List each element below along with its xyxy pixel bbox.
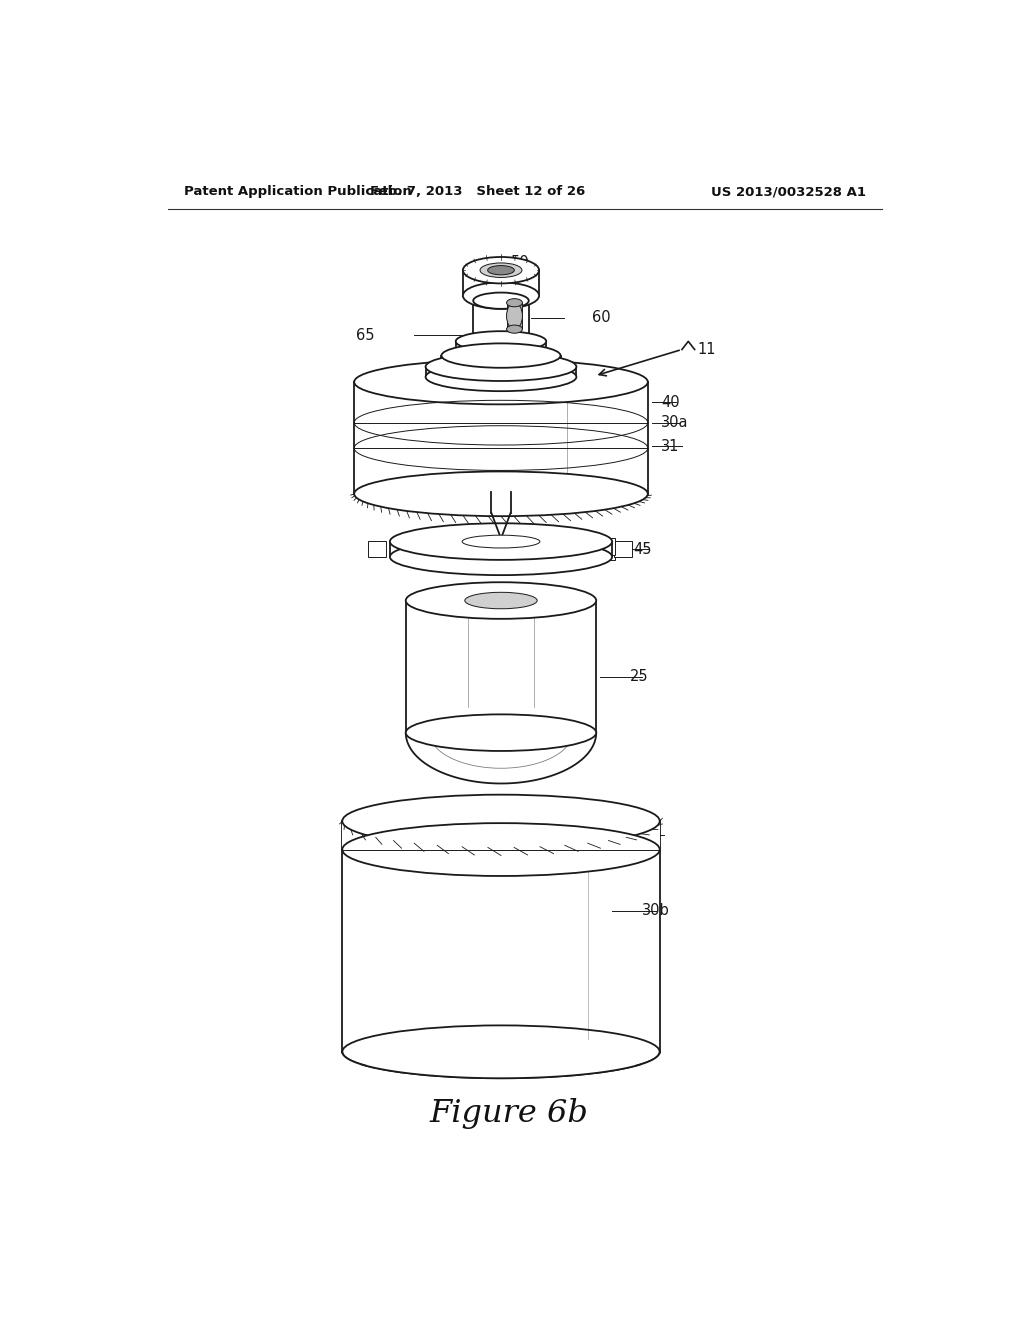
Ellipse shape <box>463 257 539 284</box>
Ellipse shape <box>462 535 540 548</box>
Bar <box>598 539 615 554</box>
Ellipse shape <box>342 1026 659 1078</box>
Bar <box>598 544 615 560</box>
Bar <box>342 821 659 850</box>
Ellipse shape <box>473 333 528 350</box>
Bar <box>441 355 560 367</box>
Bar <box>390 541 612 557</box>
Ellipse shape <box>390 539 612 576</box>
Text: 50: 50 <box>511 255 529 269</box>
Ellipse shape <box>390 523 612 560</box>
Ellipse shape <box>456 331 546 351</box>
Ellipse shape <box>480 263 522 277</box>
Bar <box>342 821 659 1065</box>
Text: Figure 6b: Figure 6b <box>429 1098 589 1130</box>
Ellipse shape <box>406 582 596 619</box>
Ellipse shape <box>354 471 648 516</box>
Ellipse shape <box>426 363 577 391</box>
Ellipse shape <box>487 265 514 275</box>
Ellipse shape <box>406 714 596 751</box>
Text: 60: 60 <box>592 310 611 326</box>
Bar <box>463 271 539 296</box>
Text: 40: 40 <box>662 395 680 409</box>
Ellipse shape <box>342 824 659 876</box>
Text: 25: 25 <box>630 669 648 684</box>
Ellipse shape <box>441 343 560 368</box>
Bar <box>553 536 570 553</box>
Ellipse shape <box>473 293 528 309</box>
Bar <box>406 601 596 733</box>
Text: 65: 65 <box>355 327 374 343</box>
Bar <box>354 381 648 494</box>
Ellipse shape <box>463 282 539 309</box>
Text: 11: 11 <box>697 342 717 356</box>
Ellipse shape <box>342 795 659 847</box>
Ellipse shape <box>426 352 577 381</box>
Text: US 2013/0032528 A1: US 2013/0032528 A1 <box>711 185 866 198</box>
Text: Patent Application Publication: Patent Application Publication <box>183 185 412 198</box>
Ellipse shape <box>456 346 546 366</box>
Text: 31: 31 <box>662 438 680 454</box>
Text: 30a: 30a <box>662 416 689 430</box>
Ellipse shape <box>465 593 538 609</box>
Text: 30b: 30b <box>642 903 670 917</box>
Ellipse shape <box>507 325 522 333</box>
Text: Feb. 7, 2013   Sheet 12 of 26: Feb. 7, 2013 Sheet 12 of 26 <box>370 185 585 198</box>
Bar <box>369 541 386 557</box>
Bar <box>426 367 577 378</box>
Text: 45: 45 <box>634 541 652 557</box>
Bar <box>507 302 522 329</box>
Text: 32: 32 <box>618 828 637 843</box>
Ellipse shape <box>507 302 522 329</box>
Bar <box>456 342 546 355</box>
Bar <box>553 546 570 562</box>
Ellipse shape <box>441 355 560 379</box>
Ellipse shape <box>354 359 648 404</box>
Bar <box>614 541 632 557</box>
Bar <box>473 301 528 342</box>
Ellipse shape <box>507 298 522 306</box>
